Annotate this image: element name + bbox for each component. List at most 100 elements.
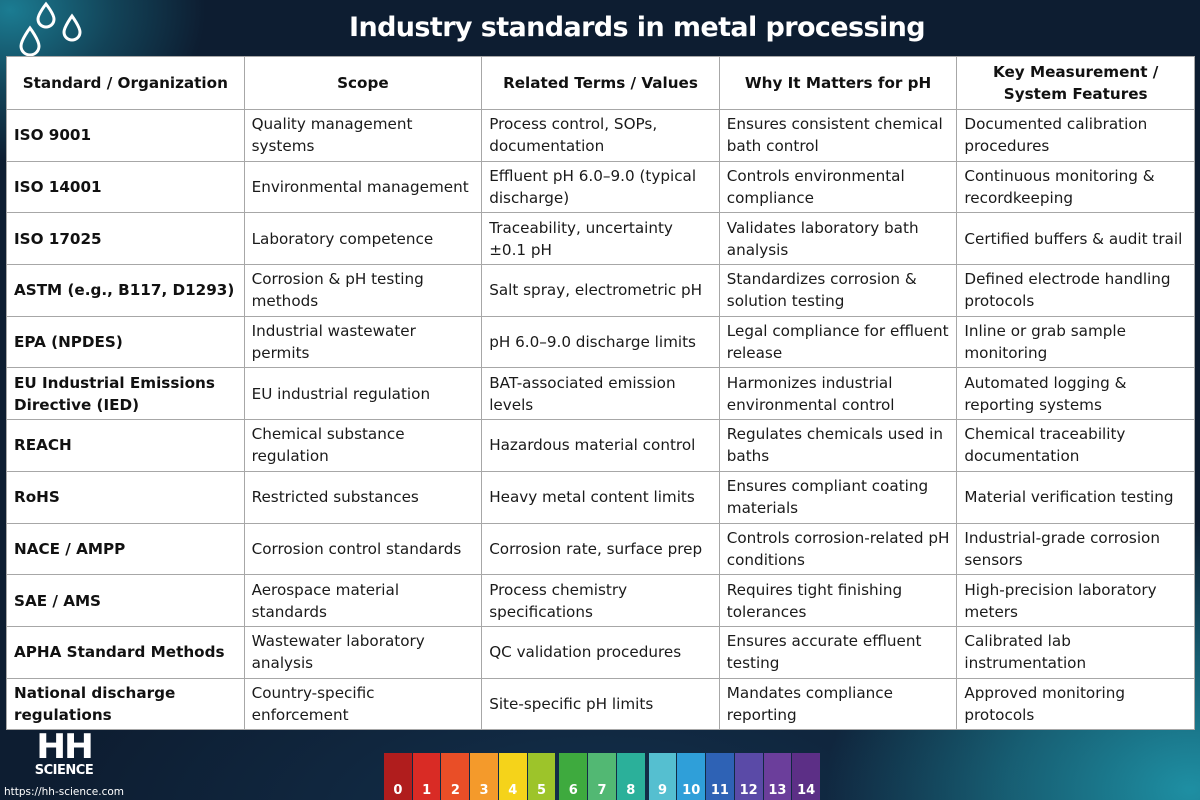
scope-cell: Wastewater laboratory analysis — [243, 625, 483, 679]
ph-segment: 8 — [616, 753, 645, 800]
ph-value: 0 — [393, 783, 403, 798]
scope-cell: Aerospace material standards — [243, 574, 483, 627]
table-row: ISO 9001 Quality management systems Proc… — [6, 109, 1195, 162]
why-it-matters-cell: Ensures consistent chemical bath control — [718, 109, 958, 162]
standard-cell: NACE / AMPP — [6, 522, 245, 576]
logo-science-text: SCIENCE — [34, 763, 94, 778]
ph-segment: 5 — [527, 753, 556, 800]
scope-cell: Industrial wastewater permits — [243, 315, 483, 369]
table-row: EPA (NPDES) Industrial wastewater permit… — [6, 315, 1195, 369]
related-terms-cell: pH 6.0–9.0 discharge limits — [481, 315, 720, 369]
why-it-matters-cell: Validates laboratory bath analysis — [718, 212, 958, 266]
table-row: RoHS Restricted substances Heavy metal c… — [6, 470, 1195, 524]
table-header-row: Standard / Organization Scope Related Te… — [6, 56, 1195, 110]
related-terms-cell: Corrosion rate, surface prep — [481, 522, 720, 576]
key-measurement-cell: Material verification testing — [956, 470, 1195, 524]
table-row: NACE / AMPP Corrosion control standards … — [6, 522, 1195, 576]
scope-cell: Corrosion & pH testing methods — [243, 264, 483, 317]
why-it-matters-cell: Ensures compliant coating materials — [718, 470, 958, 524]
related-terms-cell: Traceability, uncertainty ±0.1 pH — [481, 212, 720, 266]
why-it-matters-cell: Requires tight finishing tolerances — [718, 574, 958, 627]
ph-segment: 9 — [648, 753, 677, 800]
why-it-matters-cell: Legal compliance for effluent release — [718, 315, 958, 369]
related-terms-cell: Effluent pH 6.0–9.0 (typical discharge) — [481, 160, 720, 214]
key-measurement-cell: Documented calibration procedures — [956, 109, 1195, 162]
related-terms-cell: Process control, SOPs, documentation — [481, 109, 720, 162]
ph-value: 2 — [450, 783, 460, 798]
table-row: REACH Chemical substance regulation Haza… — [6, 419, 1195, 472]
table-row: APHA Standard Methods Wastewater laborat… — [6, 625, 1195, 679]
key-measurement-cell: Industrial-grade corrosion sensors — [956, 522, 1195, 576]
ph-value: 6 — [568, 783, 578, 798]
related-terms-cell: BAT-associated emission levels — [481, 367, 720, 421]
related-terms-cell: Site-specific pH limits — [481, 677, 720, 731]
page-title: Industry standards in metal processing — [349, 12, 926, 43]
standard-cell: EU Industrial Emissions Directive (IED) — [6, 367, 245, 421]
key-measurement-cell: Calibrated lab instrumentation — [956, 625, 1195, 679]
column-header-related-terms: Related Terms / Values — [481, 56, 720, 110]
scope-cell: Laboratory competence — [243, 212, 483, 266]
ph-segment: 12 — [734, 753, 763, 800]
table-row: SAE / AMS Aerospace material standards P… — [6, 574, 1195, 627]
key-measurement-cell: Inline or grab sample monitoring — [956, 315, 1195, 369]
ph-value: 5 — [537, 783, 547, 798]
why-it-matters-cell: Mandates compliance reporting — [718, 677, 958, 731]
logo-hh-text: HH — [36, 727, 94, 767]
standard-cell: EPA (NPDES) — [6, 315, 245, 369]
ph-segment: 0 — [384, 753, 412, 800]
standard-cell: SAE / AMS — [6, 574, 245, 627]
ph-segment: 6 — [559, 753, 588, 800]
why-it-matters-cell: Ensures accurate effluent testing — [718, 625, 958, 679]
ph-value: 12 — [739, 783, 758, 798]
ph-segment: 13 — [763, 753, 792, 800]
standard-cell: REACH — [6, 419, 245, 472]
key-measurement-cell: Approved monitoring protocols — [956, 677, 1195, 731]
standard-cell: ISO 14001 — [6, 160, 245, 214]
related-terms-cell: QC validation procedures — [481, 625, 720, 679]
ph-value: 8 — [626, 783, 636, 798]
related-terms-cell: Heavy metal content limits — [481, 470, 720, 524]
ph-segment: 2 — [441, 753, 470, 800]
standard-cell: RoHS — [6, 470, 245, 524]
website-url: https://hh-science.com — [4, 786, 125, 798]
scope-cell: Chemical substance regulation — [243, 419, 483, 472]
ph-value: 4 — [508, 783, 518, 798]
ph-value: 9 — [657, 783, 667, 798]
ph-value: 14 — [797, 783, 816, 798]
standard-cell: ISO 17025 — [6, 212, 245, 266]
ph-segment: 4 — [498, 753, 527, 800]
ph-value: 11 — [710, 783, 729, 798]
key-measurement-cell: Continuous monitoring & recordkeeping — [956, 160, 1195, 214]
why-it-matters-cell: Harmonizes industrial environmental cont… — [718, 367, 958, 421]
column-header-why-it-matters: Why It Matters for pH — [718, 56, 958, 110]
column-header-key-measurement: Key Measurement / System Features — [956, 56, 1195, 110]
key-measurement-cell: High-precision laboratory meters — [956, 574, 1195, 627]
ph-segment: 11 — [706, 753, 734, 800]
key-measurement-cell: Certified buffers & audit trail — [956, 212, 1195, 266]
scope-cell: Country-specific enforcement — [243, 677, 483, 731]
ph-value: 13 — [768, 783, 787, 798]
scope-cell: Environmental management — [243, 160, 483, 214]
ph-segment: 3 — [470, 753, 498, 800]
standards-table: Standard / Organization Scope Related Te… — [6, 56, 1195, 731]
related-terms-cell: Process chemistry specifications — [481, 574, 720, 627]
ph-segment: 14 — [792, 753, 821, 800]
standard-cell: APHA Standard Methods — [6, 625, 245, 679]
key-measurement-cell: Defined electrode handling protocols — [956, 264, 1195, 317]
ph-value: 7 — [597, 783, 607, 798]
ph-scale: 0 1 2 3 4 5 6 7 8 9 10 11 12 13 14 — [384, 753, 821, 800]
key-measurement-cell: Chemical traceability documentation — [956, 419, 1195, 472]
why-it-matters-cell: Controls environmental compliance — [718, 160, 958, 214]
ph-value: 1 — [422, 783, 432, 798]
column-header-standard: Standard / Organization — [6, 56, 245, 110]
table-row: ISO 14001 Environmental management Efflu… — [6, 160, 1195, 214]
ph-value: 3 — [479, 783, 489, 798]
ph-segment: 1 — [412, 753, 441, 800]
table-row: ASTM (e.g., B117, D1293) Corrosion & pH … — [6, 264, 1195, 317]
scope-cell: Corrosion control standards — [243, 522, 483, 576]
hh-science-logo: HH SCIENCE — [24, 730, 104, 778]
column-header-scope: Scope — [243, 56, 483, 110]
table-row: National discharge regulations Country-s… — [6, 677, 1195, 731]
related-terms-cell: Salt spray, electrometric pH — [481, 264, 720, 317]
ph-segment: 10 — [677, 753, 706, 800]
